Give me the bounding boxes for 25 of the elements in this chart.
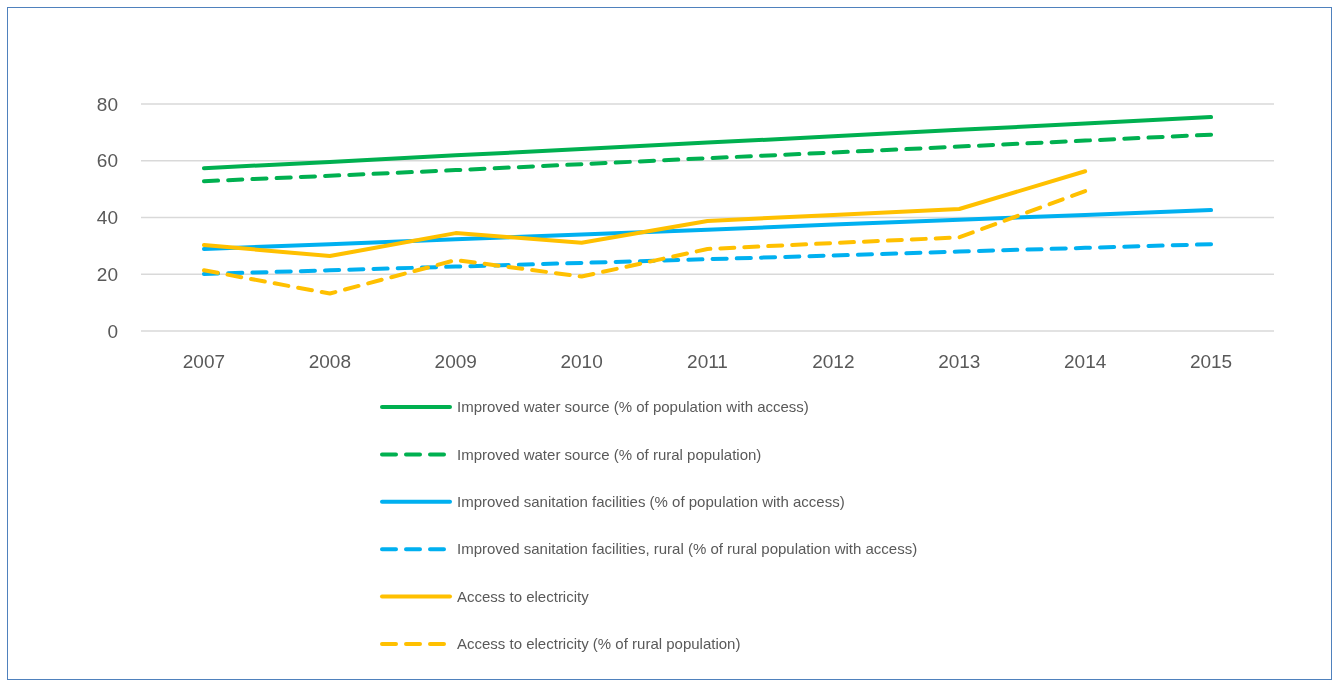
x-tick-label: 2009 bbox=[434, 351, 477, 372]
x-tick-label: 2012 bbox=[812, 351, 855, 372]
line-series bbox=[201, 242, 1214, 276]
line-series bbox=[201, 132, 1214, 184]
y-tick-label: 60 bbox=[96, 150, 118, 172]
x-tick-label: 2013 bbox=[938, 351, 981, 372]
legend-label: Improved water source (% of population with access) bbox=[457, 398, 809, 416]
x-tick-label: 2007 bbox=[182, 351, 226, 372]
x-tick-label: 2010 bbox=[560, 351, 603, 372]
legend-label: Access to electricity bbox=[457, 587, 590, 605]
x-tick-label: 2015 bbox=[1189, 351, 1233, 372]
x-tick-label: 2008 bbox=[308, 351, 351, 372]
y-tick-label: 0 bbox=[107, 320, 118, 342]
x-tick-label: 2011 bbox=[687, 351, 728, 372]
line-series bbox=[201, 115, 1214, 171]
legend-label: Access to electricity (% of rural population) bbox=[457, 635, 741, 653]
x-tick-label: 2014 bbox=[1064, 351, 1107, 372]
y-tick-label: 80 bbox=[96, 93, 118, 115]
line-series bbox=[201, 189, 1088, 296]
y-tick-label: 20 bbox=[96, 263, 118, 285]
legend-label: Improved sanitation facilities, rural (% of rural population with access) bbox=[457, 540, 918, 558]
y-tick-label: 40 bbox=[96, 207, 118, 229]
line-series bbox=[201, 169, 1088, 259]
legend-label: Improved water source (% of rural population) bbox=[457, 445, 762, 463]
legend-label: Improved sanitation facilities (% of population with access) bbox=[457, 493, 845, 511]
